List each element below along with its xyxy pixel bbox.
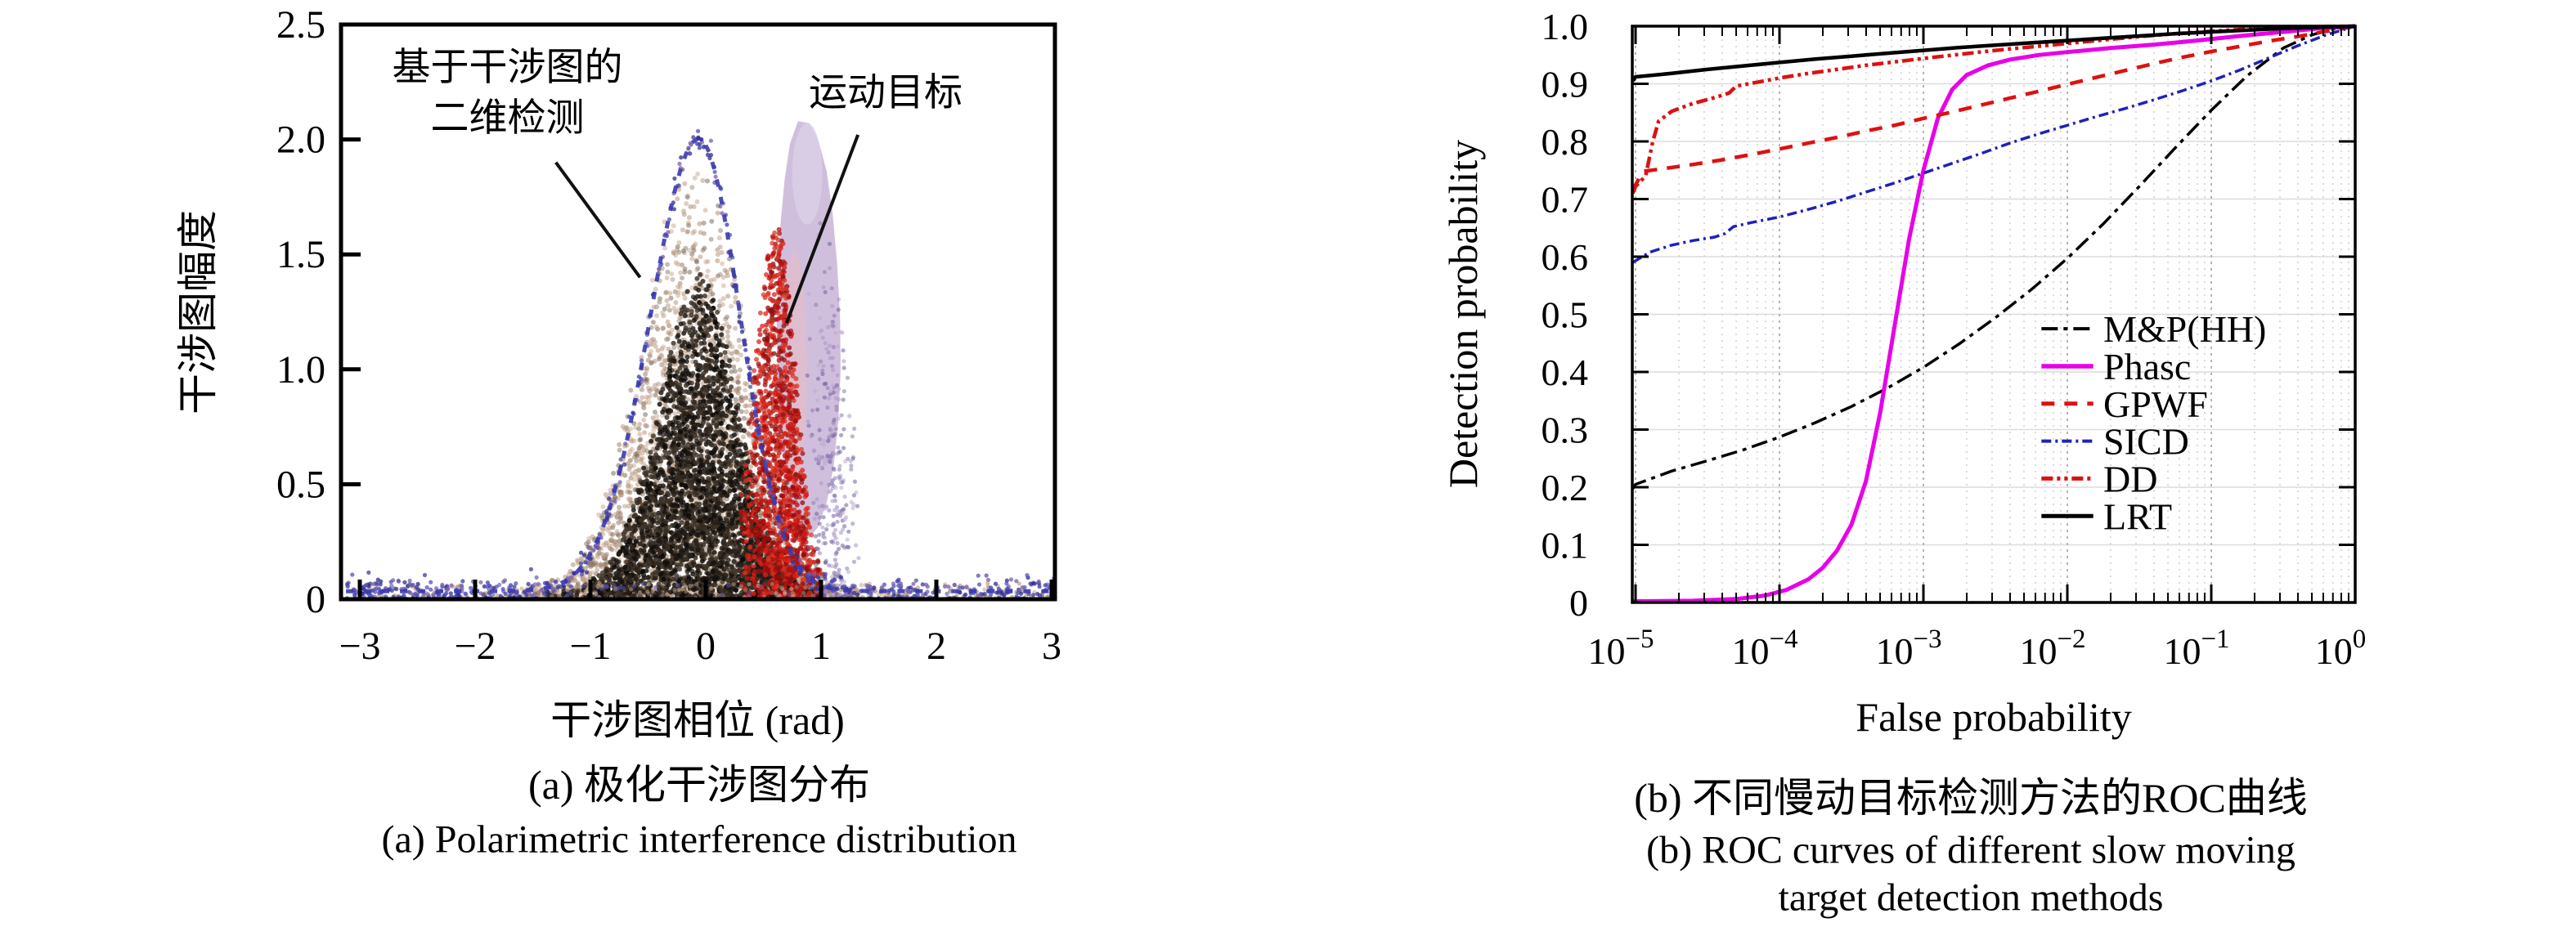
legend-label-Phasc: Phasc <box>2103 346 2191 387</box>
annotation-moving-target: 运动目标 <box>808 72 963 115</box>
caption-b-en-line1: (b) ROC curves of different slow moving <box>1646 828 2296 872</box>
series-LRT <box>1631 24 2356 83</box>
legend-label-DD: DD <box>2103 458 2157 499</box>
legend-label-GPWF: GPWF <box>2103 383 2208 425</box>
chart-b-series <box>1631 24 2356 604</box>
series-SICD <box>1631 25 2356 264</box>
caption-a-zh: (a) 极化干涉图分布 <box>528 762 870 808</box>
chart-a-annotation-lines <box>554 134 859 325</box>
series-Phasc <box>1632 24 2356 604</box>
annotation-clutter-line1: 基于干涉图的 <box>392 47 623 90</box>
series-M&P(HH) <box>1631 25 2356 490</box>
legend-label-LRT: LRT <box>2103 495 2172 537</box>
chart-a-y-axis-label: 干涉图幅度 <box>175 210 221 414</box>
chart-a-x-axis-label: 干涉图相位 (rad) <box>550 697 845 743</box>
annotation-clutter: 基于干涉图的 二维检测 <box>392 43 622 144</box>
legend-label-SICD: SICD <box>2103 421 2189 463</box>
series-GPWF <box>1631 24 2356 191</box>
chart-b-y-axis-label: Detection probability <box>1440 139 1486 489</box>
chart-b-x-axis-label: False probability <box>1856 694 2132 740</box>
caption-b-zh: (b) 不同慢动目标检测方法的ROC曲线 <box>1634 775 2308 821</box>
chart-a-axes: 00.51.01.52.02.5−3 −2 −1 0 1 2 3 <box>276 3 1061 668</box>
caption-a-en: (a) Polarimetric interference distributi… <box>381 817 1017 862</box>
annotation-clutter-line2: 二维检测 <box>430 97 585 141</box>
legend-label-M&P(HH): M&P(HH) <box>2103 308 2266 350</box>
series-DD <box>1631 24 2356 195</box>
caption-b-en-line2: target detection methods <box>1778 876 2164 920</box>
